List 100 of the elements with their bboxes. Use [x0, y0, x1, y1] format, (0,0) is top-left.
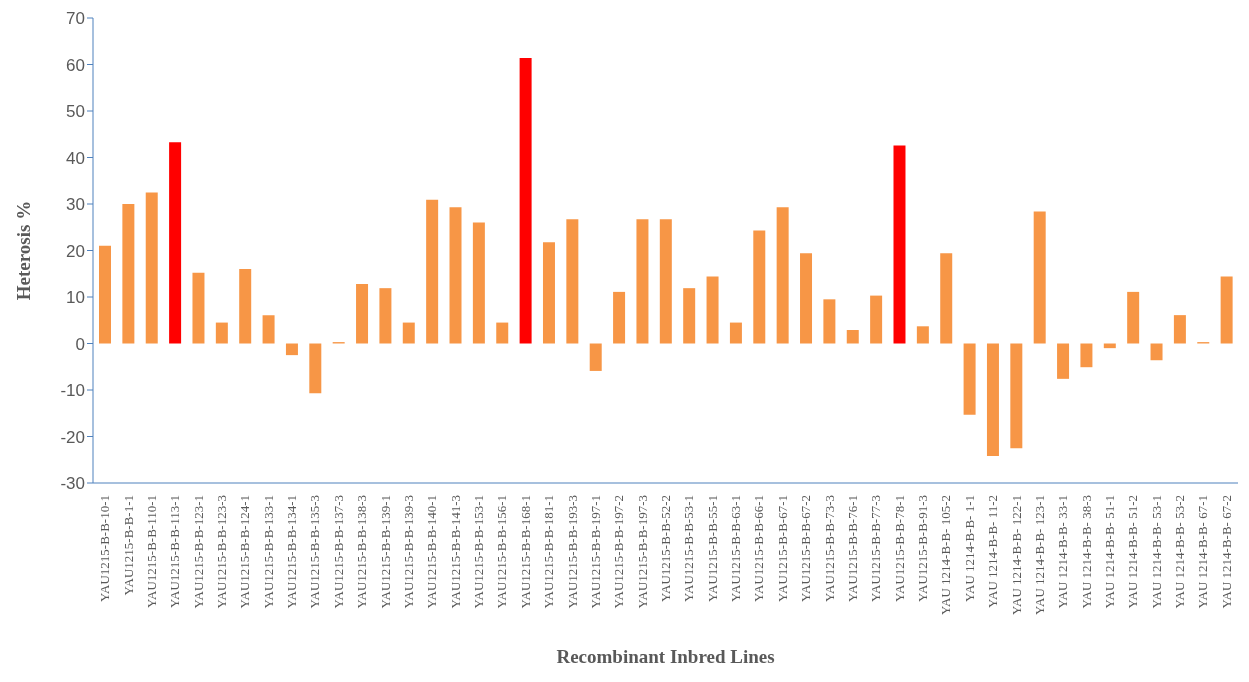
y-tick-label: 70	[66, 9, 85, 29]
bar	[239, 269, 252, 344]
x-tick-label: YAU1215-B-B-67-2	[798, 495, 814, 602]
bar	[846, 330, 859, 344]
x-tick-label: YAU 1214-B-B- 122-1	[1008, 495, 1024, 615]
bar	[262, 315, 275, 344]
bar	[169, 142, 182, 344]
x-tick-label: YAU 1214-B-B- 67-1	[1195, 495, 1211, 609]
x-tick-label: YAU1215-B-B-110-1	[143, 495, 159, 608]
bar	[192, 272, 205, 344]
bar	[472, 222, 485, 344]
bar	[542, 242, 555, 344]
bar	[1010, 343, 1023, 449]
x-tick-label: YAU 1214-B-B- 1-1	[961, 495, 977, 602]
bar	[1150, 343, 1163, 361]
x-tick-label: YAU1215-B-B-123-1	[190, 495, 206, 609]
x-tick-label: YAU1215-B-B-197-2	[611, 495, 627, 609]
bar	[519, 57, 532, 344]
y-tick-label: 10	[66, 288, 85, 308]
x-tick-label: YAU 1214-B-B- 51-2	[1125, 495, 1141, 609]
x-tick-label: YAU1215-B-B-193-3	[564, 495, 580, 609]
bar	[449, 207, 462, 344]
bar	[613, 291, 626, 344]
x-tick-label: YAU1215-B-B-134-1	[284, 495, 300, 609]
bar	[636, 219, 649, 344]
bar	[379, 288, 392, 344]
x-tick-label: YAU1215-B-B-135-3	[307, 495, 323, 609]
x-tick-label: YAU1215-B-B-55-1	[704, 495, 720, 602]
x-tick-label: YAU1215-B-B-76-1	[844, 495, 860, 602]
x-tick-label: YAU1215-B-B-73-3	[821, 495, 837, 602]
bar	[402, 322, 415, 344]
x-tick-label: YAU1215-B-B-66-1	[751, 495, 767, 602]
bar	[916, 326, 929, 344]
bar	[566, 219, 579, 344]
x-tick-label: YAU1215-B-B-153-1	[471, 495, 487, 609]
y-tick-label: 30	[66, 195, 85, 215]
y-tick-label: -20	[60, 427, 85, 447]
bar	[776, 207, 789, 344]
x-tick-label: YAU1215-B-B-1-1	[120, 495, 136, 596]
x-tick-label: YAU1215-B-B-78-1	[891, 495, 907, 602]
x-tick-label: YAU1215-B-B-113-1	[167, 495, 183, 608]
bar	[1127, 291, 1140, 344]
y-tick-label: -30	[60, 474, 85, 494]
bar	[356, 283, 369, 344]
bar	[1057, 343, 1070, 379]
x-tick-label: YAU 1214-B-B- 53-1	[1148, 495, 1164, 609]
x-tick-label: YAU1215-B-B-138-3	[354, 495, 370, 609]
bar	[963, 343, 976, 415]
bar	[309, 343, 322, 394]
x-tick-label: YAU 1214-B-B- 33-1	[1055, 495, 1071, 609]
bar	[659, 219, 672, 344]
bar	[753, 230, 766, 344]
y-tick-label: 50	[66, 102, 85, 122]
x-tick-label: YAU 1214-B-B- 105-2	[938, 495, 954, 615]
x-tick-label: YAU1215-B-B-137-3	[330, 495, 346, 609]
x-tick-label: YAU1215-B-B-77-3	[868, 495, 884, 602]
x-tick-label: YAU1215-B-B-124-1	[237, 495, 253, 609]
x-tick-label: YAU1215-B-B-139-1	[377, 495, 393, 609]
bar	[145, 192, 158, 344]
y-axis-title: Heterosis %	[12, 200, 34, 301]
x-tick-label: YAU 1214-B-B- 67-2	[1218, 495, 1234, 609]
x-tick-label: YAU1215-B-B-53-1	[681, 495, 697, 602]
bar	[1173, 315, 1186, 344]
x-tick-label: YAU 1214-B-B- 38-3	[1078, 495, 1094, 609]
bar	[893, 145, 906, 344]
x-tick-label: YAU 1214-B-B- 51-1	[1101, 495, 1117, 609]
x-tick-label: YAU1215-B-B-133-1	[260, 495, 276, 609]
x-tick-label: YAU1215-B-B-197-3	[634, 495, 650, 609]
x-tick-label: YAU1215-B-B-123-3	[214, 495, 230, 609]
bar	[426, 199, 439, 344]
bar	[986, 343, 999, 457]
bar	[800, 253, 813, 344]
x-tick-label: YAU 1214-B-B- 123-1	[1031, 495, 1047, 615]
bar	[99, 245, 111, 344]
y-tick-label: 20	[66, 241, 85, 261]
bar	[496, 322, 509, 344]
x-tick-label: YAU1215-B-B-10-1	[97, 495, 113, 602]
x-tick-label: YAU 1214-B-B- 11-2	[985, 495, 1001, 608]
x-tick-label: YAU1215-B-B-91-3	[915, 495, 931, 602]
bar	[215, 322, 228, 344]
bar	[589, 343, 602, 371]
bar	[706, 276, 719, 344]
bar	[940, 253, 953, 344]
bar	[1220, 276, 1233, 344]
bar	[870, 295, 883, 344]
y-tick-label: 40	[66, 148, 85, 168]
x-tick-label: YAU1215-B-B-52-2	[658, 495, 673, 602]
bar	[729, 322, 742, 344]
x-tick-label: YAU1215-B-B-140-1	[424, 495, 440, 609]
x-tick-label: YAU1215-B-B-141-3	[447, 495, 463, 609]
bar	[683, 288, 696, 344]
bar	[823, 299, 836, 344]
bar	[285, 343, 298, 356]
bar	[122, 204, 135, 344]
x-tick-label: YAU1215-B-B-197-1	[587, 495, 603, 609]
y-tick-label: 60	[66, 55, 85, 75]
y-tick-label: 0	[75, 334, 85, 354]
y-tick-label: -10	[60, 381, 85, 401]
x-tick-label: YAU1215-B-B-67-1	[774, 495, 790, 602]
x-tick-label: YAU1215-B-B-168-1	[517, 495, 533, 609]
